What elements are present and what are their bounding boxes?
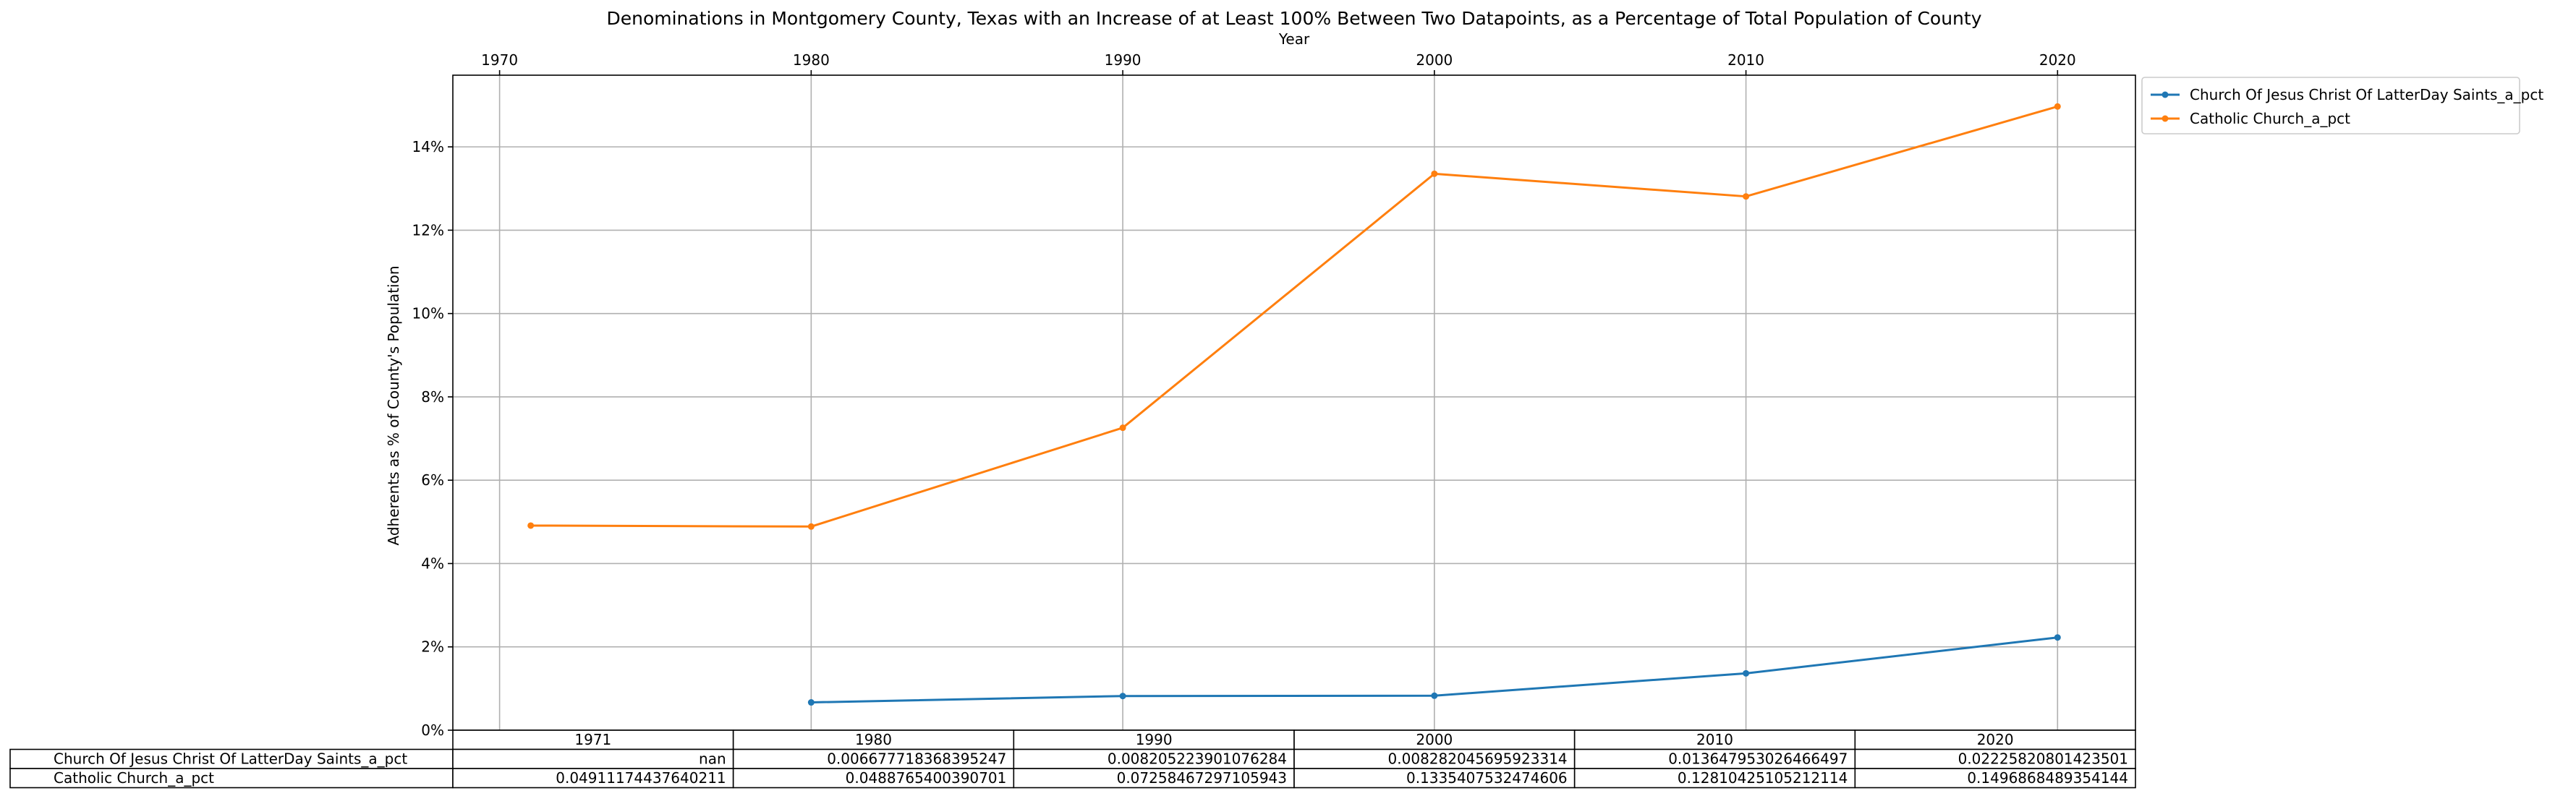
table-column-label: 1971: [574, 731, 611, 748]
y-tick-label: 8%: [421, 388, 444, 406]
series-line: [530, 105, 2058, 528]
table-column-label: 1990: [1136, 731, 1173, 748]
series-lines: [527, 103, 2061, 706]
table-cell-value: nan: [699, 750, 726, 768]
data-point: [1743, 669, 1750, 677]
table-row-label: Church Of Jesus Christ Of LatterDay Sain…: [54, 750, 407, 768]
table-cell: [1573, 768, 1856, 789]
y-tick-label: 6%: [421, 471, 444, 489]
x-axis-ticks: 1970 1980 1990 2000 2010 2020: [481, 51, 2076, 75]
series-1: [807, 634, 2061, 706]
y-axis-ticks: 0% 2% 4% 6% 8% 10% 12% 14%: [412, 138, 453, 739]
legend: Church Of Jesus Christ Of LatterDay Sain…: [2141, 77, 2543, 134]
table-cell: [732, 748, 1015, 769]
x-tick-label: 2020: [2039, 51, 2076, 69]
table-row-label: Catholic Church_a_pct: [54, 769, 214, 787]
table-cell: [452, 748, 734, 769]
table-row-label-cell: [9, 768, 454, 789]
y-tick-label: 0%: [421, 722, 444, 739]
table-column-label: 2020: [1977, 731, 2014, 748]
y-tick-label: 12%: [412, 221, 444, 239]
data-table: 1971 1980 1990 2000 2010 2020 Church Of Jesus …: [9, 729, 2136, 789]
x-tick-label: 1980: [793, 51, 830, 69]
legend-label: Church Of Jesus Christ Of LatterDay Sain…: [2190, 86, 2543, 103]
table-cell-value: 0.006677718368395247: [827, 750, 1006, 768]
y-tick-label: 10%: [412, 305, 444, 322]
legend-marker: [2161, 91, 2169, 98]
x-tick-label: 2000: [1416, 51, 1453, 69]
data-point: [1743, 193, 1750, 200]
table-cell-value: 0.0488765400390701: [846, 769, 1007, 787]
data-point: [2054, 103, 2061, 110]
table-cell-value: 0.1496868489354144: [1967, 769, 2128, 787]
data-point: [1431, 170, 1438, 177]
table-cell-value: 0.008205223901076284: [1108, 750, 1287, 768]
data-point: [807, 699, 815, 706]
x-tick-label: 2010: [1727, 51, 1764, 69]
legend-marker: [2161, 115, 2169, 122]
y-tick-label: 2%: [421, 638, 444, 656]
table-cell-value: 0.1335407532474606: [1406, 769, 1568, 787]
table-column-label: 2000: [1416, 731, 1453, 748]
table-cell-value: 0.013647953026466497: [1668, 750, 1848, 768]
x-tick-label: 1970: [481, 51, 518, 69]
table-cell-value: 0.008282045695923314: [1388, 750, 1568, 768]
legend-box: [2141, 77, 2520, 134]
table-header-cell: [1293, 729, 1576, 750]
table-column-label: 1980: [855, 731, 892, 748]
data-point: [2054, 634, 2061, 641]
series-2: [527, 103, 2061, 530]
x-tick-label: 1990: [1105, 51, 1142, 69]
table-cell-value: 0.07258467297105943: [1117, 769, 1287, 787]
y-axis-label: Adherents as % of County's Population: [385, 265, 402, 545]
y-tick-label: 14%: [412, 138, 444, 155]
table-cell-value: 0.02225820801423501: [1958, 750, 2128, 768]
data-point: [1119, 424, 1126, 432]
chart-title: Denominations in Montgomery County, Texa…: [606, 8, 1981, 29]
x-axis-label: Year: [1278, 30, 1310, 48]
data-point: [807, 523, 815, 530]
data-point: [1119, 693, 1126, 700]
y-tick-label: 4%: [421, 555, 444, 572]
table-cell-value: 0.04911174437640211: [556, 769, 726, 787]
data-point: [527, 522, 535, 529]
table-cell-value: 0.12810425105212114: [1678, 769, 1848, 787]
data-point: [1431, 692, 1438, 699]
table-cell: [1854, 768, 2136, 789]
legend-label: Catholic Church_a_pct: [2190, 110, 2350, 127]
table-cell: [1854, 748, 2136, 769]
table-header-cell: [732, 729, 1015, 750]
table-column-label: 2010: [1696, 731, 1733, 748]
table-cell: [1293, 768, 1576, 789]
